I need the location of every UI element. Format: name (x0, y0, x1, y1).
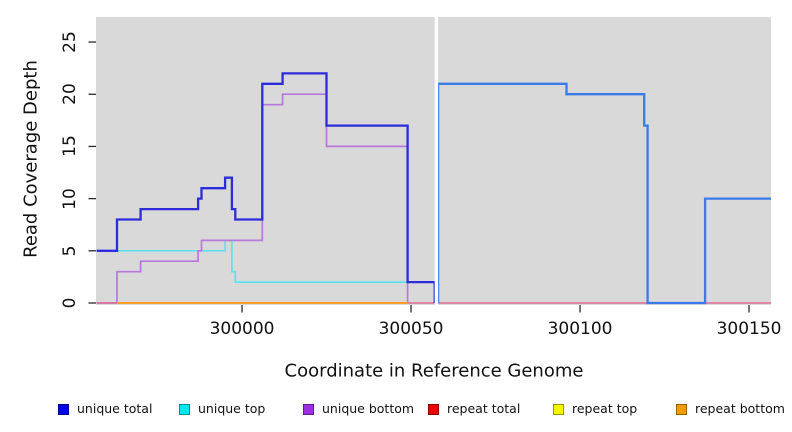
x-tick-label-300000: 300000 (209, 319, 275, 339)
legend-swatch-unique-top (179, 403, 190, 415)
y-axis-title: Read Coverage Depth (20, 60, 42, 258)
legend-item-repeat-bottom: repeat bottom (676, 401, 785, 417)
x-tick-label-300150: 300150 (716, 319, 782, 339)
legend-item-unique-total: unique total (58, 401, 152, 417)
x-tick-label-300050: 300050 (378, 319, 444, 339)
legend-item-repeat-total: repeat total (428, 401, 520, 417)
legend-swatch-repeat-top (553, 403, 564, 415)
legend-label-unique-total: unique total (77, 401, 153, 416)
y-tick-label-10: 10 (60, 187, 80, 210)
x-tick-label-300100: 300100 (547, 319, 613, 339)
segment-gap (434, 17, 439, 305)
y-tick-label-25: 25 (60, 31, 80, 53)
legend-swatch-repeat-total (428, 403, 439, 415)
y-tick-label-0: 0 (60, 297, 80, 309)
axis-tick-marks (88, 41, 750, 313)
series-unique-total-right (436, 82, 771, 305)
legend-label-unique-bottom: unique bottom (322, 401, 415, 416)
legend-label-unique-top: unique top (198, 401, 266, 416)
legend-item-repeat-top: repeat top (553, 401, 637, 417)
series-unique-top (96, 239, 436, 303)
y-tick-label-15: 15 (60, 135, 80, 158)
legend-label-repeat-bottom: repeat bottom (695, 401, 785, 416)
legend-swatch-unique-bottom (303, 403, 314, 415)
legend-swatch-repeat-bottom (676, 403, 687, 415)
x-axis-title: Coordinate in Reference Genome (284, 360, 584, 382)
legend-item-unique-top: unique top (179, 401, 265, 417)
series-lines (96, 72, 771, 305)
y-tick-label-5: 5 (60, 245, 80, 257)
legend-label-repeat-top: repeat top (572, 401, 638, 416)
plot-background (96, 17, 771, 305)
legend-swatch-unique-total (58, 403, 69, 415)
legend-item-unique-bottom: unique bottom (303, 401, 414, 417)
y-tick-label-20: 20 (60, 83, 80, 106)
series-unique-total-left (96, 72, 436, 303)
legend-label-repeat-total: repeat total (447, 401, 521, 416)
